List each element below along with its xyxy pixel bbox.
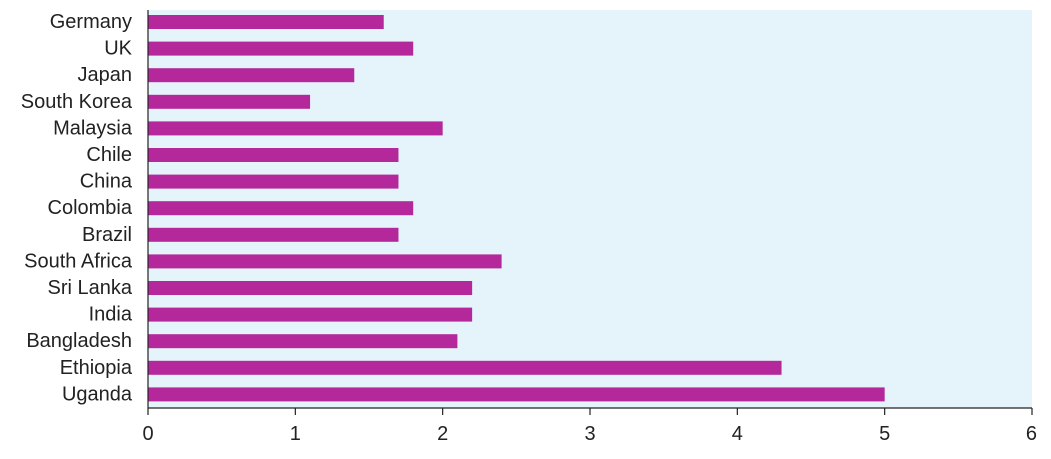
category-label-uk: UK xyxy=(104,38,132,60)
bar-uganda xyxy=(148,387,885,402)
bar-ethiopia xyxy=(148,360,782,375)
category-label-bangladesh: Bangladesh xyxy=(26,330,132,352)
x-tick-label: 4 xyxy=(732,423,743,445)
bar-japan xyxy=(148,68,355,83)
bar-south-africa xyxy=(148,254,502,269)
bar-chile xyxy=(148,148,399,162)
category-label-germany: Germany xyxy=(50,11,132,33)
category-label-ethiopia: Ethiopia xyxy=(60,357,133,379)
category-label-sri-lanka: Sri Lanka xyxy=(48,277,133,299)
bar-sri-lanka xyxy=(148,281,473,295)
category-label-uganda: Uganda xyxy=(62,383,133,405)
category-label-colombia: Colombia xyxy=(48,197,133,219)
x-tick-label: 2 xyxy=(437,423,448,445)
x-tick-label: 3 xyxy=(584,423,595,445)
bar-germany xyxy=(148,15,384,29)
bar-colombia xyxy=(148,201,414,216)
category-labels: Germany UK Japan South Korea Malaysia Chile Ch… xyxy=(21,11,133,405)
x-tick-label: 1 xyxy=(290,423,301,445)
category-label-chile: Chile xyxy=(86,144,132,166)
bar-bangladesh xyxy=(148,334,458,349)
x-tick-label: 6 xyxy=(1026,423,1037,445)
category-label-brazil: Brazil xyxy=(82,224,132,246)
category-label-malaysia: Malaysia xyxy=(53,117,133,139)
category-label-india: India xyxy=(89,304,133,326)
bar-brazil xyxy=(148,227,399,242)
bar-south-korea xyxy=(148,94,311,109)
category-label-south-korea: South Korea xyxy=(21,91,133,113)
bar-malaysia xyxy=(148,121,443,136)
x-tick-label: 5 xyxy=(879,423,890,445)
x-axis-ticks: 0 1 2 3 4 5 6 xyxy=(142,408,1037,445)
bar-india xyxy=(148,307,473,322)
category-label-japan: Japan xyxy=(78,64,133,86)
category-label-china: China xyxy=(80,171,133,193)
bars-group xyxy=(148,15,885,402)
category-label-south-africa: South Africa xyxy=(24,250,133,272)
x-tick-label: 0 xyxy=(142,423,153,445)
bar-china xyxy=(148,174,399,189)
bar-uk xyxy=(148,41,414,56)
